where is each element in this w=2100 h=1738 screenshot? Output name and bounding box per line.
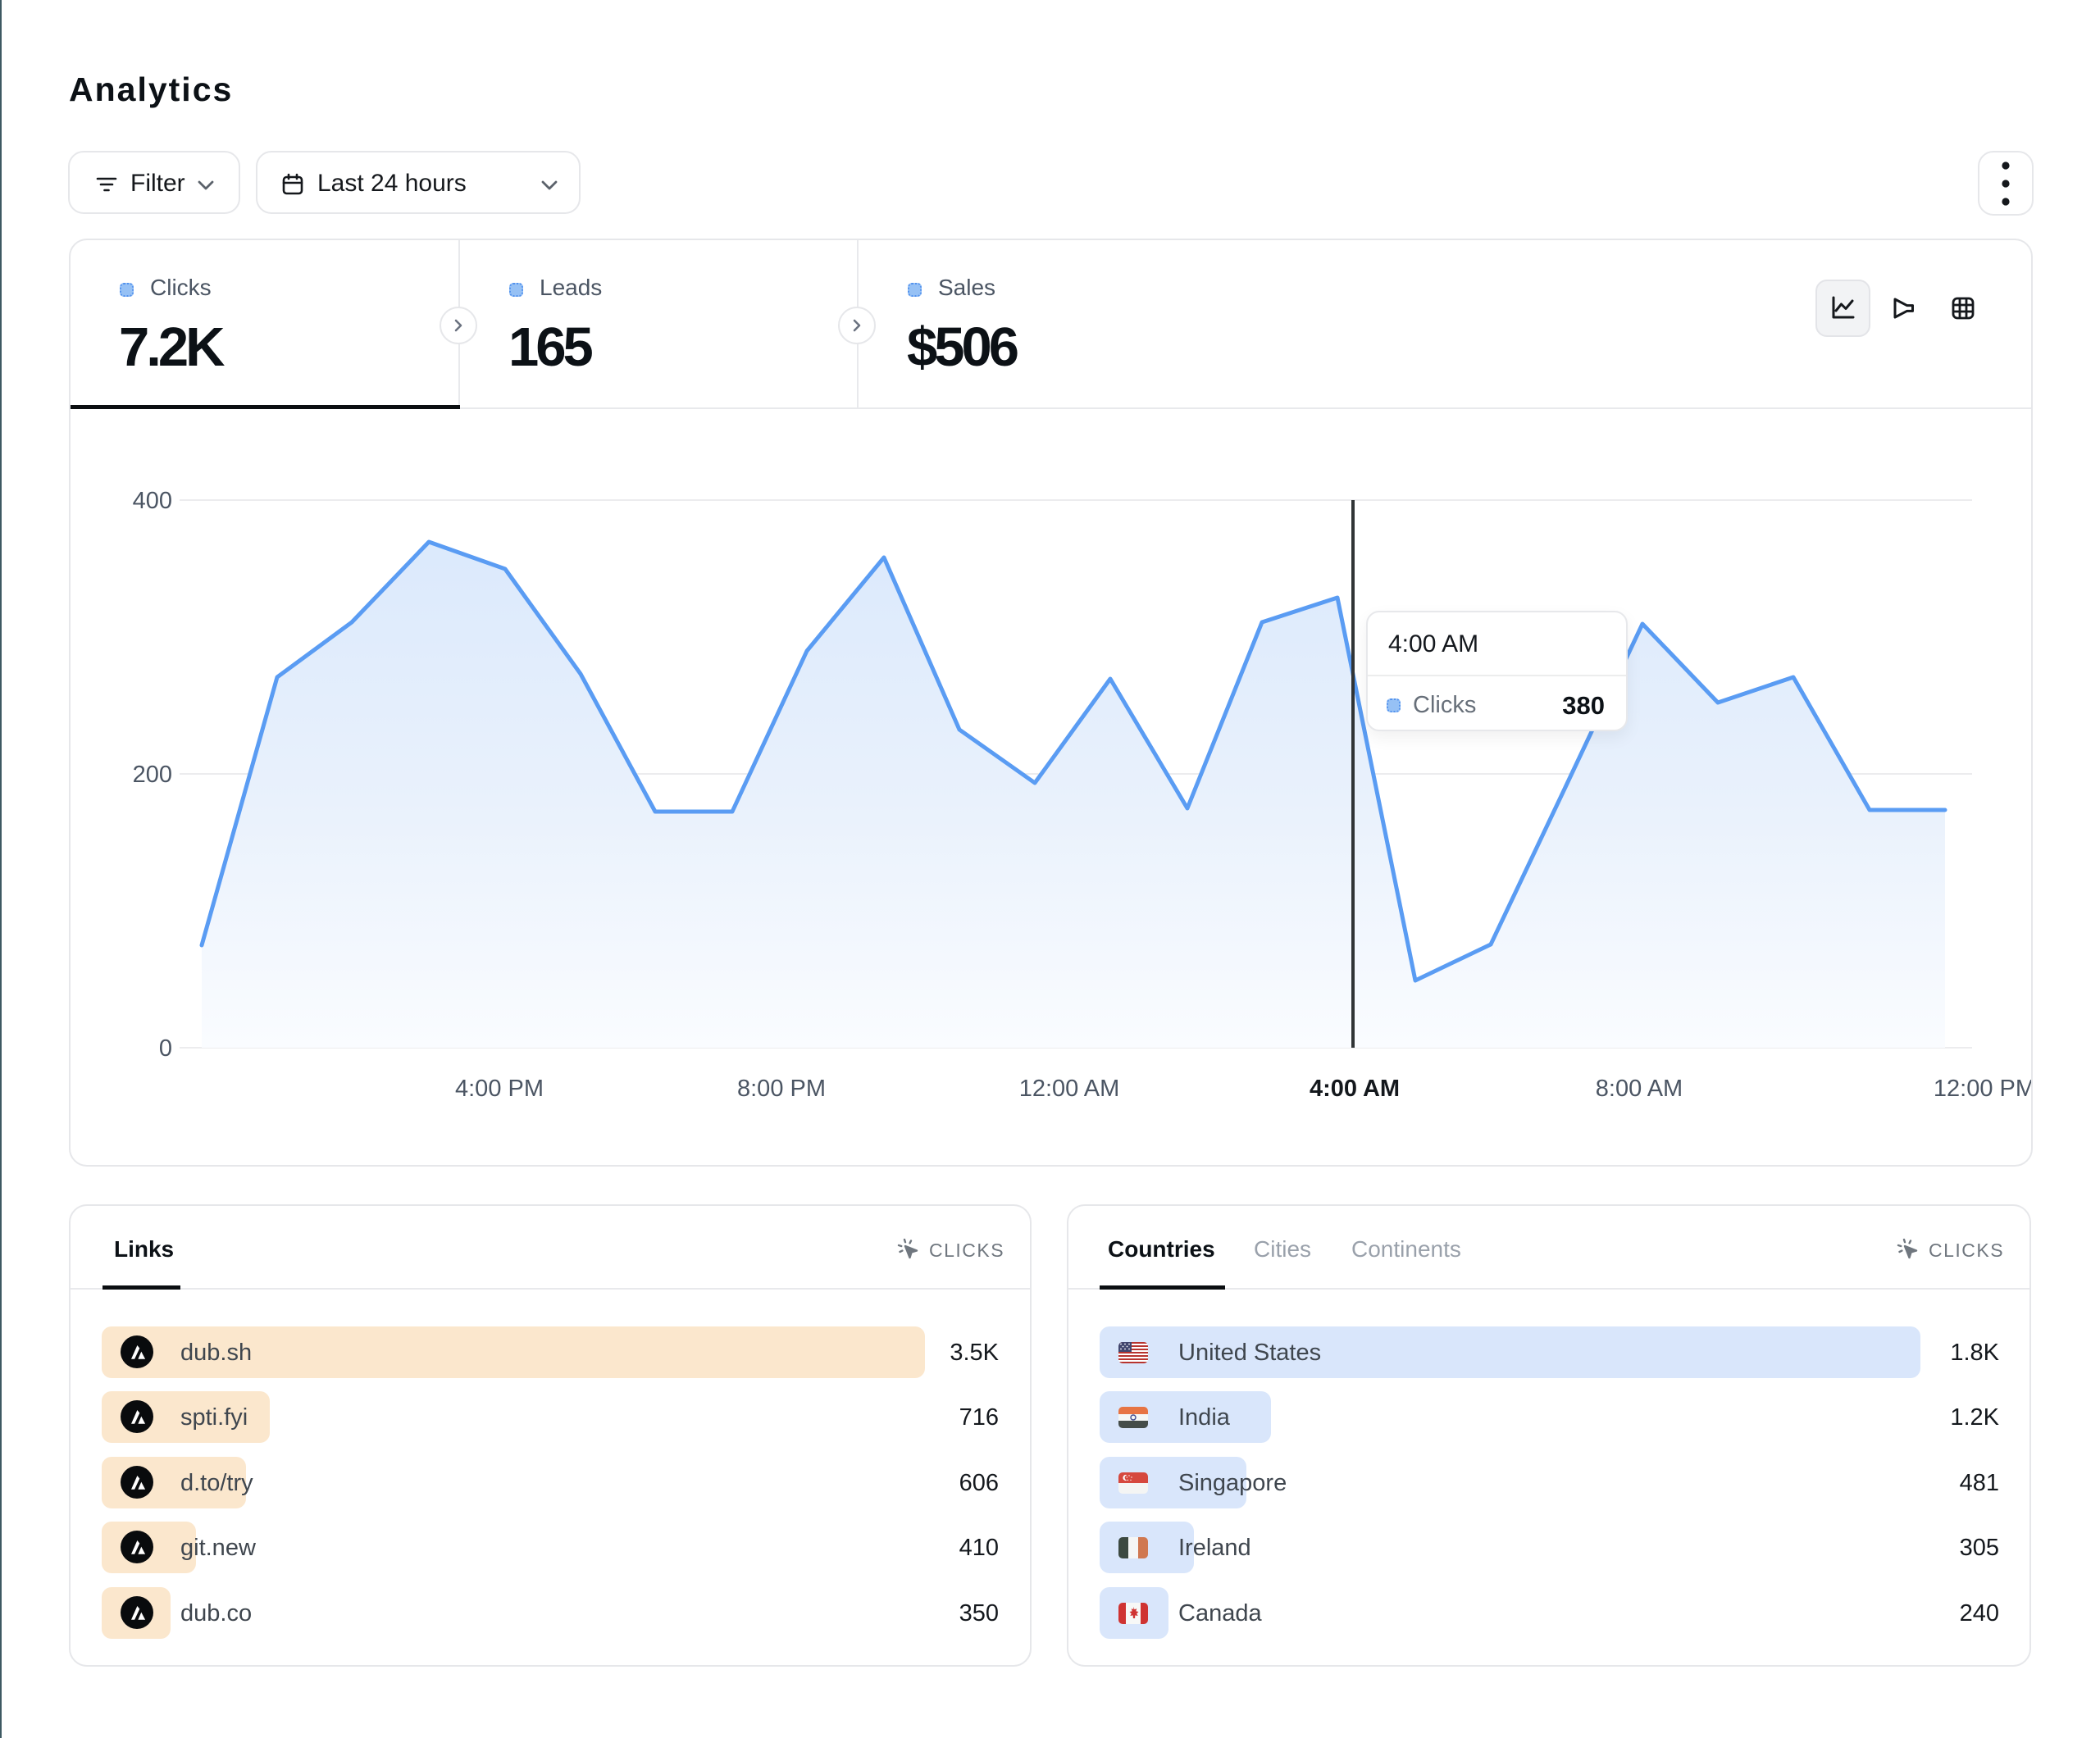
svg-text:0: 0 <box>159 1035 172 1062</box>
svg-text:200: 200 <box>133 762 172 788</box>
svg-text:12:00 PM: 12:00 PM <box>1934 1076 2031 1102</box>
svg-text:8:00 AM: 8:00 AM <box>1596 1076 1683 1102</box>
svg-text:8:00 PM: 8:00 PM <box>737 1076 826 1102</box>
svg-text:400: 400 <box>133 488 172 514</box>
svg-text:4:00 PM: 4:00 PM <box>455 1076 544 1102</box>
svg-text:4:00 AM: 4:00 AM <box>1310 1076 1400 1102</box>
svg-text:12:00 AM: 12:00 AM <box>1019 1076 1120 1102</box>
